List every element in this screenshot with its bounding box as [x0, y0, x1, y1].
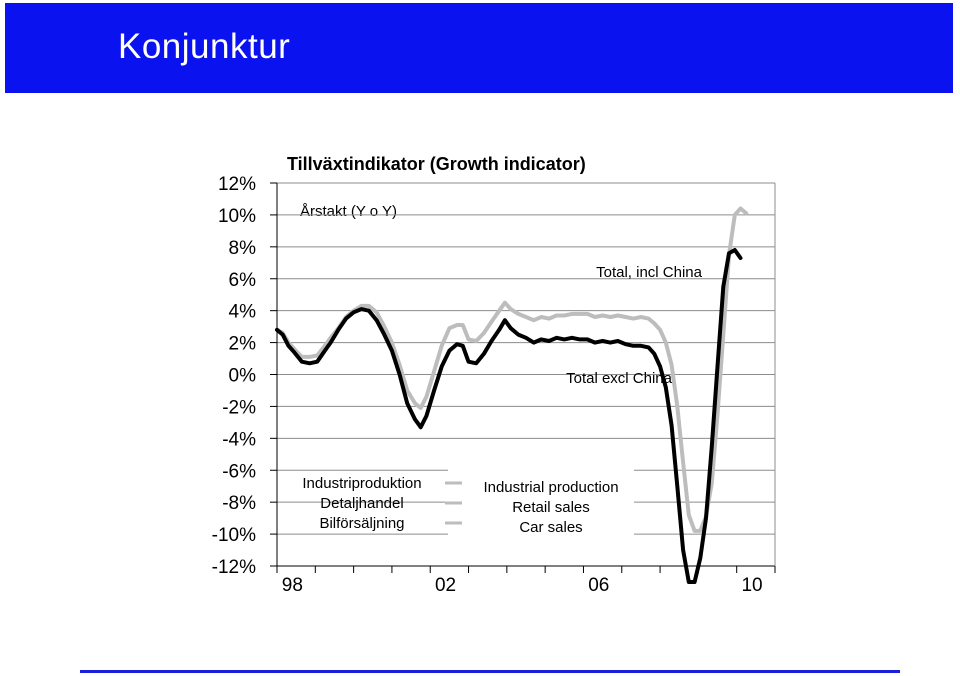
x-tick-label: 98	[282, 575, 303, 596]
y-tick-label: 4%	[229, 302, 257, 323]
footer-divider	[80, 670, 900, 673]
y-tick-label: 12%	[218, 174, 256, 195]
y-tick-label: 0%	[229, 366, 257, 387]
series-line-total-excl-china	[275, 248, 743, 584]
y-tick-label: 2%	[229, 334, 257, 355]
x-tick-label: 02	[435, 575, 456, 596]
series-lines	[275, 206, 749, 584]
axes: 12% 10% 8% 6% 4% 2% 0% -2% -4% -6% -8% -10% -12% 98 02…	[212, 174, 776, 596]
y-tick-label: -4%	[222, 429, 256, 450]
y-tick-label: -6%	[222, 461, 256, 482]
legend-label-en: Retail sales	[512, 499, 590, 516]
x-tick-label: 06	[588, 575, 609, 596]
y-tick-label: -10%	[212, 525, 256, 546]
page-title: Konjunktur	[118, 27, 291, 66]
legend-label-sv: Detaljhandel	[320, 495, 403, 512]
y-tick-label: -8%	[222, 493, 256, 514]
header-banner: Konjunktur	[5, 3, 953, 93]
y-tick-label: -2%	[222, 397, 256, 418]
legend-box	[448, 468, 634, 548]
series-labels: Total, incl China Total excl China	[566, 264, 703, 387]
series-label: Total excl China	[566, 370, 673, 387]
legend-label-sv: Bilförsäljning	[319, 515, 404, 532]
series-label: Total, incl China	[596, 264, 703, 281]
y-tick-label: -12%	[212, 557, 256, 578]
y-tick-label: 10%	[218, 206, 256, 227]
chart-subtitle: Årstakt (Y o Y)	[300, 203, 397, 220]
legend-label-sv: Industriproduktion	[302, 475, 421, 492]
legend-label-en: Car sales	[519, 519, 582, 536]
legend: Industriproduktion Industrial production D…	[302, 468, 634, 548]
legend-label-en: Industrial production	[483, 479, 618, 496]
y-tick-label: 8%	[229, 238, 257, 259]
x-tick-label: 10	[741, 575, 762, 596]
y-tick-label: 6%	[229, 270, 257, 291]
chart-title: Tillväxtindikator (Growth indicator)	[287, 154, 586, 174]
